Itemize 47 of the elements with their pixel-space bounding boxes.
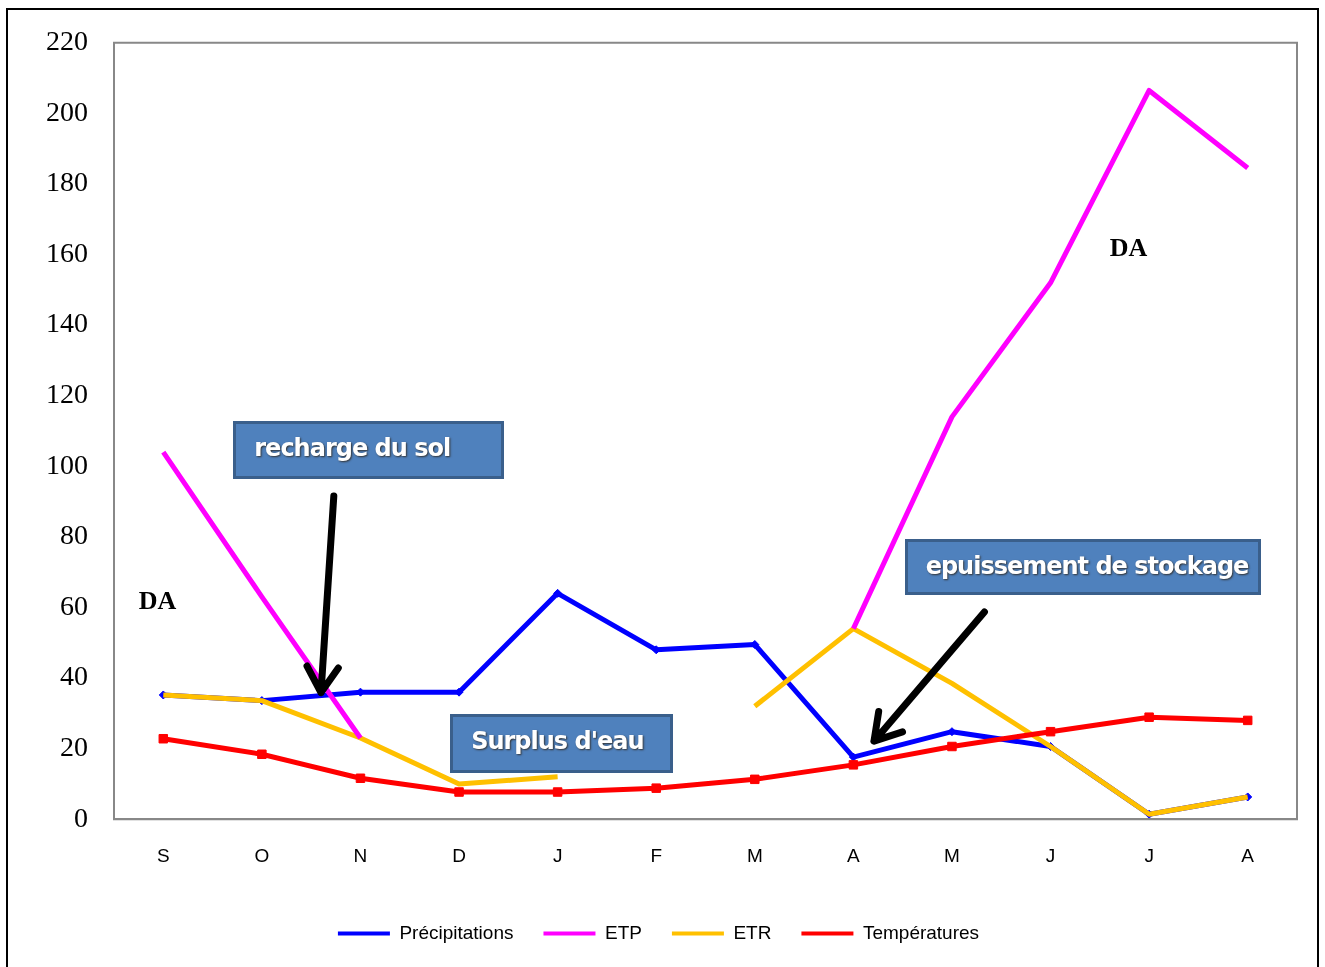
annotation: DA (1109, 233, 1148, 264)
y-tick-label: 0 (74, 801, 88, 833)
point (1242, 715, 1253, 726)
y-tick-label: 180 (46, 166, 88, 198)
point (553, 588, 563, 598)
x-tick-label: J (1045, 844, 1056, 866)
point (1045, 726, 1056, 737)
point (355, 773, 366, 784)
x-tick-label: A (847, 844, 861, 866)
y-tick-label: 20 (60, 730, 88, 762)
x-tick-label: J (1144, 844, 1154, 866)
point (1144, 712, 1154, 722)
x-tick-label: O (254, 844, 270, 866)
legend-label: ETP (604, 921, 642, 943)
y-tick-label: 40 (60, 660, 88, 692)
x-tick-label: J (552, 844, 563, 866)
y-tick-label: 120 (46, 378, 88, 410)
y-tick-label: 140 (46, 307, 88, 339)
legend-label: Températures (862, 921, 980, 943)
annotation: Surplus d'eau (450, 714, 673, 773)
x-tick-label: M (746, 844, 763, 866)
x-tick-label: A (1241, 844, 1255, 866)
point (848, 752, 858, 762)
annotation: DA (138, 586, 177, 617)
y-tick-label: 60 (60, 589, 88, 621)
point (454, 787, 464, 797)
x-tick-label: S (156, 844, 170, 866)
point (552, 787, 563, 797)
legend-label: ETR (733, 921, 772, 943)
point (651, 783, 661, 793)
x-tick-label: D (452, 844, 466, 866)
point (947, 741, 957, 752)
point (257, 749, 267, 760)
point (750, 774, 760, 785)
annotation: recharge du sol (233, 421, 505, 479)
x-tick-label: M (944, 844, 960, 866)
y-tick-label: 160 (46, 236, 88, 268)
y-tick-label: 100 (46, 448, 88, 480)
legend-label: Précipitations (399, 921, 514, 943)
y-tick-label: 80 (60, 519, 88, 551)
point (848, 760, 859, 770)
point (158, 733, 169, 744)
x-tick-label: F (650, 844, 663, 866)
x-tick-label: N (353, 844, 368, 866)
y-tick-label: 220 (46, 25, 88, 57)
y-tick-label: 200 (46, 95, 88, 127)
annotation: epuissement de stockage (904, 538, 1262, 596)
